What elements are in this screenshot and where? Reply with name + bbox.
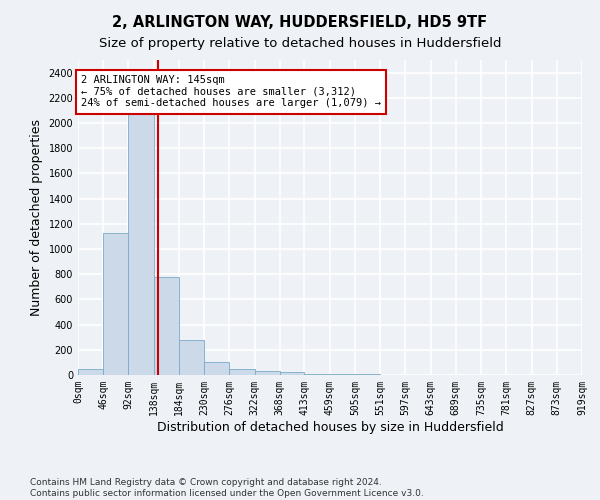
Text: 2, ARLINGTON WAY, HUDDERSFIELD, HD5 9TF: 2, ARLINGTON WAY, HUDDERSFIELD, HD5 9TF [112, 15, 488, 30]
Bar [179, 340, 204, 375]
Bar [330, 374, 355, 375]
Y-axis label: Number of detached properties: Number of detached properties [30, 119, 43, 316]
Text: Contains HM Land Registry data © Crown copyright and database right 2024.
Contai: Contains HM Land Registry data © Crown c… [30, 478, 424, 498]
Text: 2 ARLINGTON WAY: 145sqm
← 75% of detached houses are smaller (3,312)
24% of semi: 2 ARLINGTON WAY: 145sqm ← 75% of detache… [81, 75, 381, 108]
Bar [154, 276, 179, 375]
Bar [128, 98, 154, 375]
X-axis label: Distribution of detached houses by size in Huddersfield: Distribution of detached houses by size … [157, 420, 503, 434]
Bar [254, 371, 280, 375]
Bar [355, 374, 380, 375]
Bar [229, 368, 254, 375]
Bar [78, 368, 103, 375]
Bar [280, 372, 304, 375]
Bar [204, 362, 229, 375]
Bar [304, 374, 330, 375]
Bar [103, 232, 128, 375]
Text: Size of property relative to detached houses in Huddersfield: Size of property relative to detached ho… [99, 38, 501, 51]
